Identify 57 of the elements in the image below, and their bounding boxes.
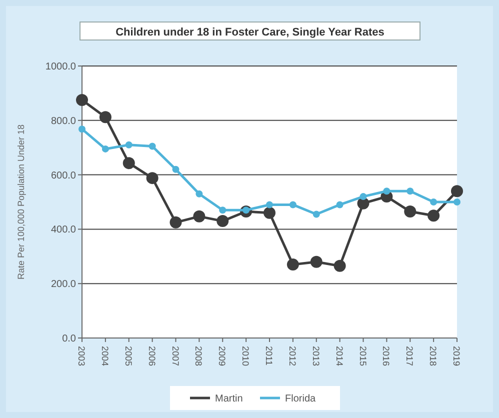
point [336, 201, 344, 208]
x-tick-label: 2016 [381, 346, 392, 366]
point [360, 193, 367, 200]
point [172, 166, 180, 173]
point [266, 201, 273, 208]
x-tick-label: 2015 [358, 346, 368, 366]
point [122, 157, 135, 170]
x-tick-label: 2008 [194, 346, 204, 366]
x-tick-label: 2011 [264, 346, 274, 366]
x-tick-label: 2009 [217, 346, 228, 366]
point [219, 206, 226, 214]
y-tick-label: 600.0 [50, 170, 76, 182]
point [170, 216, 182, 228]
x-tick-label: 2014 [334, 346, 344, 366]
x-tick-label: 2006 [146, 346, 157, 366]
x-tick-label: 2013 [310, 346, 321, 366]
point [102, 145, 109, 152]
point [334, 260, 346, 272]
point [430, 198, 438, 206]
point [146, 172, 158, 184]
y-tick-label: 0.0 [62, 334, 76, 344]
chart-title: Children under 18 in Foster Care, Single Year Rates [116, 26, 384, 38]
x-tick-label: 2003 [76, 346, 86, 366]
point [264, 206, 276, 219]
point [289, 201, 296, 208]
y-tick-label: 200.0 [50, 279, 76, 290]
y-tick-label: 800.0 [50, 116, 76, 127]
point [454, 198, 460, 206]
point [148, 142, 156, 150]
point [193, 210, 206, 222]
x-tick-label: 2012 [287, 346, 298, 366]
y-tick-label: 400.0 [50, 224, 76, 236]
point [310, 256, 322, 268]
point [78, 126, 86, 133]
point [404, 206, 416, 218]
x-tick-label: 2017 [404, 346, 415, 366]
x-tick-label: 2007 [170, 346, 180, 366]
y-axis-title: Rate Per 100,000 Population Under 18 [16, 124, 26, 280]
x-tick-label: 2004 [100, 346, 110, 366]
point [428, 210, 440, 222]
point [196, 190, 203, 198]
point [125, 141, 132, 148]
point [406, 188, 414, 195]
x-tick-label: 2005 [123, 346, 134, 366]
point [383, 188, 390, 195]
y-tick-label: 1000.0 [45, 62, 76, 72]
point [76, 94, 88, 106]
x-tick-label: 2010 [240, 346, 251, 366]
point [312, 210, 320, 218]
legend-label: Martin [215, 394, 243, 404]
point [451, 185, 463, 198]
point [286, 258, 299, 271]
point [99, 111, 112, 124]
x-tick-label: 2019 [452, 346, 462, 366]
legend-label: Florida [285, 394, 316, 404]
point [216, 215, 229, 228]
x-tick-label: 2018 [428, 346, 438, 366]
